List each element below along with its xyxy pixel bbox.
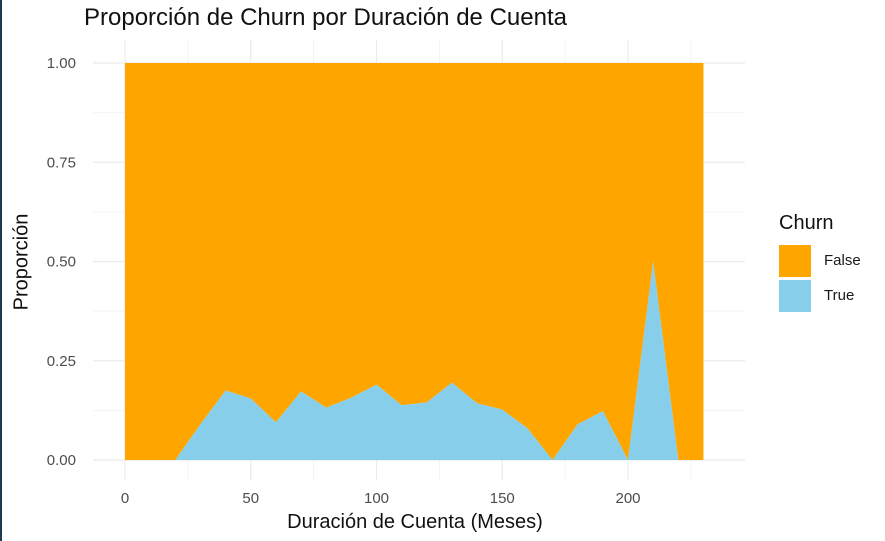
y-tick-label: 1.00 xyxy=(47,55,76,72)
chart-title: Proporción de Churn por Duración de Cuen… xyxy=(84,4,567,31)
y-tick-label: 0.00 xyxy=(47,452,76,469)
y-tick-label: 0.50 xyxy=(47,254,76,271)
legend-label-false: False xyxy=(824,252,861,269)
legend-title: Churn xyxy=(779,212,834,234)
legend-label-true: True xyxy=(824,287,855,304)
y-tick-label: 0.75 xyxy=(47,154,76,171)
x-tick-label: 50 xyxy=(242,490,259,507)
y-axis-label: Proporción xyxy=(10,213,33,311)
y-tick-label: 0.25 xyxy=(47,353,76,370)
x-tick-label: 0 xyxy=(121,490,129,507)
area-series-true xyxy=(125,261,704,460)
area-series-false xyxy=(125,63,704,460)
legend-item-false: False xyxy=(779,243,861,278)
window-edge xyxy=(0,0,2,541)
legend-item-true: True xyxy=(779,278,861,313)
x-tick-label: 100 xyxy=(364,490,389,507)
x-tick-label: 200 xyxy=(615,490,640,507)
x-axis-label: Duración de Cuenta (Meses) xyxy=(287,511,543,533)
legend-swatch-true xyxy=(779,279,811,312)
legend-swatch-false xyxy=(779,244,811,277)
x-tick-label: 150 xyxy=(490,490,515,507)
legend: Churn False True xyxy=(779,212,861,313)
